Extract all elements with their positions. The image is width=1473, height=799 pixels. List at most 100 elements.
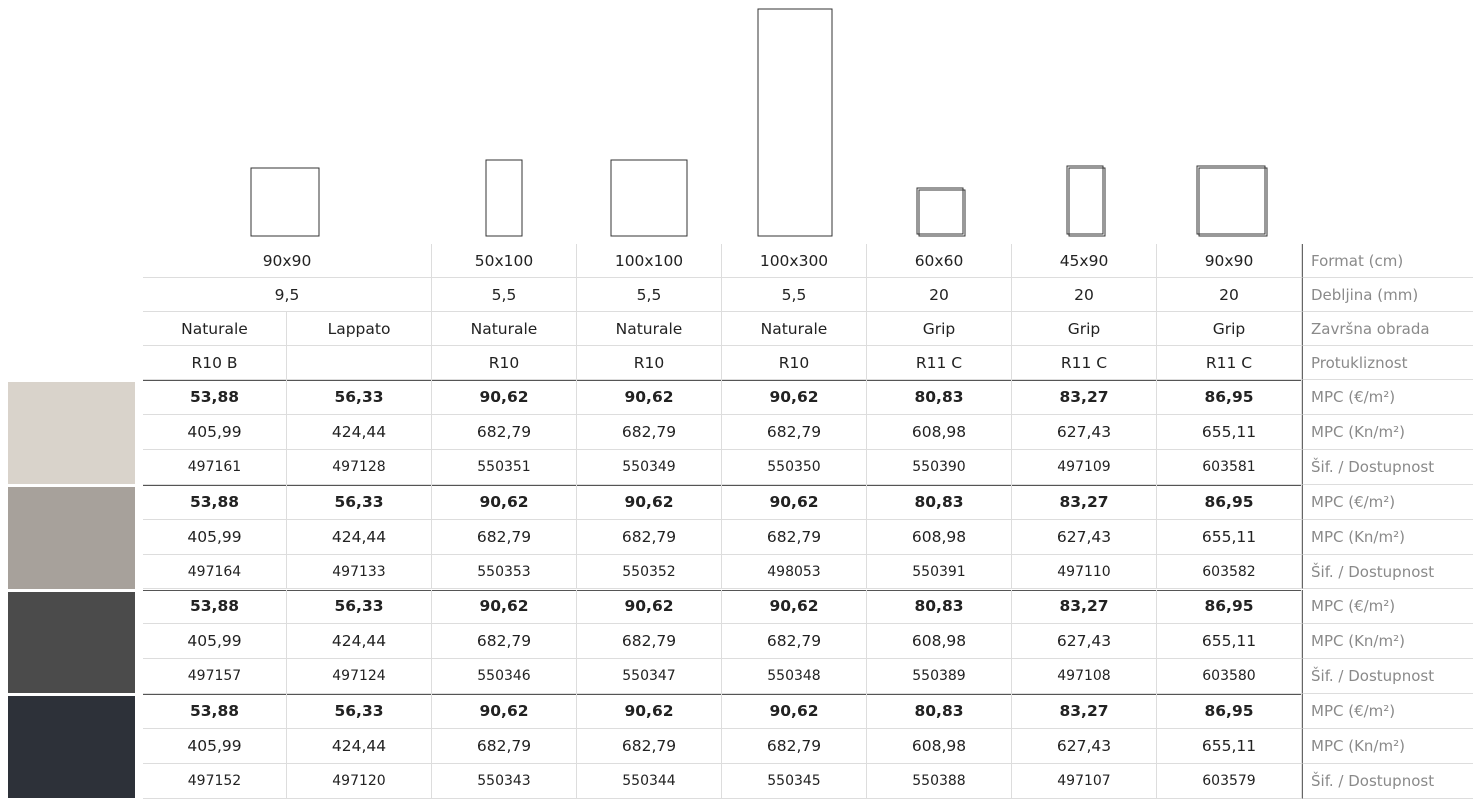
price-cell: 550349 <box>577 449 722 485</box>
price-cell: 550345 <box>722 764 867 799</box>
price-cell: 90,62 <box>432 694 577 730</box>
price-cell: 56,33 <box>287 380 432 415</box>
price-cell: 627,43 <box>1012 624 1157 660</box>
price-cell: 550346 <box>432 659 577 695</box>
tile-icon <box>1196 165 1266 235</box>
price-cell: 424,44 <box>287 729 432 765</box>
price-cell: 424,44 <box>287 519 432 555</box>
price-cell: 655,11 <box>1157 624 1302 660</box>
tile-icons <box>250 8 1268 237</box>
price-cell: 655,11 <box>1157 414 1302 450</box>
price-cell: 603580 <box>1157 659 1302 695</box>
price-cell: 405,99 <box>143 519 287 555</box>
price-cell: 682,79 <box>577 624 722 660</box>
price-cell: 90,62 <box>577 694 722 730</box>
price-cell: 550347 <box>577 659 722 695</box>
price-cell: 550344 <box>577 764 722 799</box>
row-label: Format (cm) <box>1302 244 1473 278</box>
header-cell: 20 <box>1012 278 1157 312</box>
color-swatch <box>8 486 135 589</box>
price-cell: 405,99 <box>143 624 287 660</box>
price-cell: 90,62 <box>432 380 577 415</box>
price-cell: 56,33 <box>287 484 432 520</box>
tile-icon <box>485 159 523 237</box>
row-label: Šif. / Dostupnost <box>1302 554 1473 590</box>
price-cell: 550348 <box>722 659 867 695</box>
header-cell: 20 <box>867 278 1012 312</box>
price-cell: 497120 <box>287 764 432 799</box>
price-cell: 550343 <box>432 764 577 799</box>
price-cell: 497128 <box>287 449 432 485</box>
header-cell: R10 <box>432 346 577 380</box>
header-cell: R10 B <box>143 346 287 380</box>
row-label: MPC (€/m²) <box>1302 380 1473 415</box>
row-label: MPC (€/m²) <box>1302 589 1473 625</box>
price-cell: 90,62 <box>432 484 577 520</box>
price-cell: 608,98 <box>867 624 1012 660</box>
price-cell: 80,83 <box>867 380 1012 415</box>
row-label: MPC (Kn/m²) <box>1302 414 1473 450</box>
price-cell: 682,79 <box>722 414 867 450</box>
price-cell: 497164 <box>143 554 287 590</box>
price-cell: 83,27 <box>1012 380 1157 415</box>
price-cell: 90,62 <box>577 484 722 520</box>
row-label: MPC (€/m²) <box>1302 694 1473 730</box>
header-cell: Naturale <box>432 312 577 346</box>
row-label: Šif. / Dostupnost <box>1302 764 1473 799</box>
header-cell: 100x300 <box>722 244 867 278</box>
price-cell: 424,44 <box>287 414 432 450</box>
header-cell: Naturale <box>577 312 722 346</box>
group-separator <box>143 380 1302 381</box>
price-cell: 83,27 <box>1012 694 1157 730</box>
header-cell: Grip <box>867 312 1012 346</box>
price-cell: 682,79 <box>432 624 577 660</box>
row-label: Šif. / Dostupnost <box>1302 659 1473 695</box>
header-cell: 20 <box>1157 278 1302 312</box>
header-cell: Naturale <box>722 312 867 346</box>
header-cell: 100x100 <box>577 244 722 278</box>
header-cell: 5,5 <box>577 278 722 312</box>
group-separator <box>143 589 1302 591</box>
price-cell: 608,98 <box>867 519 1012 555</box>
header-cell: R11 C <box>867 346 1012 380</box>
row-label: MPC (Kn/m²) <box>1302 729 1473 765</box>
header-cell: Grip <box>1157 312 1302 346</box>
tile-icon <box>757 8 833 237</box>
price-cell: 682,79 <box>432 414 577 450</box>
price-cell: 497108 <box>1012 659 1157 695</box>
row-label: Protukliznost <box>1302 346 1473 380</box>
price-cell: 550391 <box>867 554 1012 590</box>
color-swatch <box>8 382 135 484</box>
price-cell: 53,88 <box>143 484 287 520</box>
price-cell: 53,88 <box>143 694 287 730</box>
price-cell: 405,99 <box>143 414 287 450</box>
price-cell: 497107 <box>1012 764 1157 799</box>
price-cell: 627,43 <box>1012 519 1157 555</box>
price-cell: 83,27 <box>1012 484 1157 520</box>
tile-icon <box>918 189 966 237</box>
price-cell: 603581 <box>1157 449 1302 485</box>
price-cell: 682,79 <box>722 729 867 765</box>
price-cell: 608,98 <box>867 414 1012 450</box>
header-cell: 5,5 <box>432 278 577 312</box>
tile-icon <box>1198 167 1268 237</box>
price-cell: 655,11 <box>1157 519 1302 555</box>
price-cell: 90,62 <box>432 589 577 625</box>
price-cell: 550352 <box>577 554 722 590</box>
price-cell: 80,83 <box>867 484 1012 520</box>
price-cell: 550390 <box>867 449 1012 485</box>
header-cell: Naturale <box>143 312 287 346</box>
price-cell: 682,79 <box>432 729 577 765</box>
price-cell: 497157 <box>143 659 287 695</box>
header-cell: R10 <box>722 346 867 380</box>
header-cell: 90x90 <box>1157 244 1302 278</box>
header-cell: R11 C <box>1157 346 1302 380</box>
header-cell: 60x60 <box>867 244 1012 278</box>
price-cell: 86,95 <box>1157 380 1302 415</box>
price-cell: 498053 <box>722 554 867 590</box>
header-cell: R10 <box>577 346 722 380</box>
price-cell: 550389 <box>867 659 1012 695</box>
price-cell: 550351 <box>432 449 577 485</box>
price-cell: 682,79 <box>577 414 722 450</box>
